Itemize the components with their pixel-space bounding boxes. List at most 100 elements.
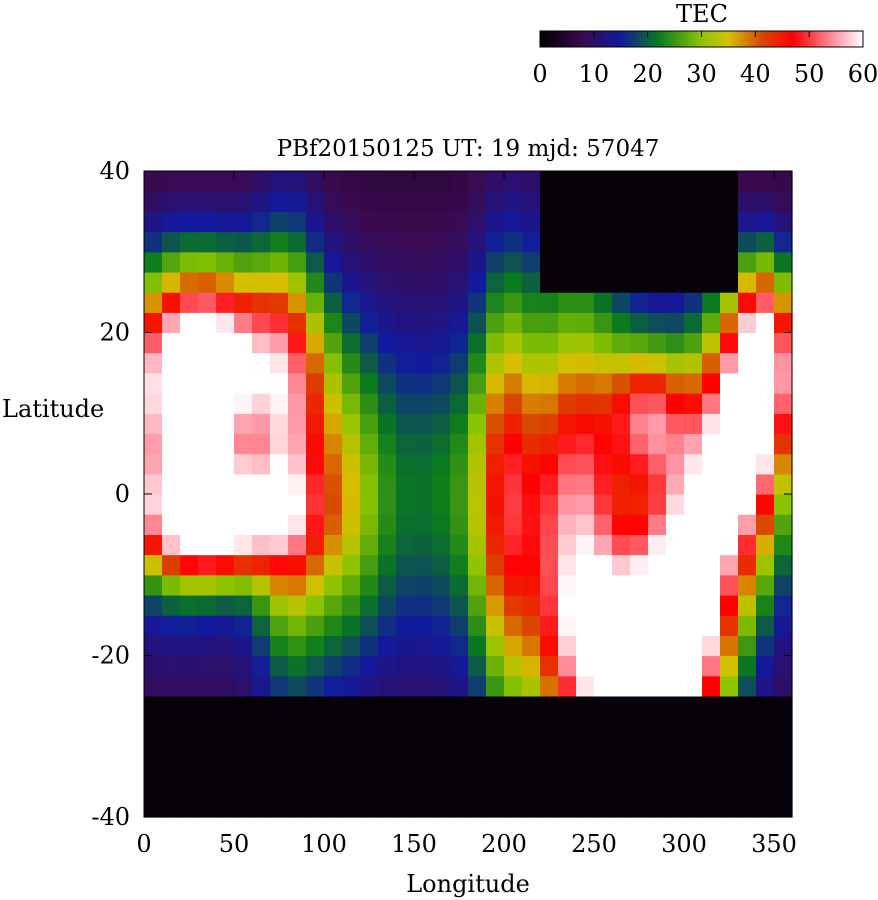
heatmap-cell [738,695,757,717]
heatmap-cell [774,372,793,394]
heatmap-cell [486,494,505,515]
heatmap-cell [396,716,415,737]
heatmap-cell [774,171,793,192]
heatmap-cell [504,292,523,313]
heatmap-cell [360,433,379,455]
heatmap-cell [468,736,487,758]
heatmap-cell [450,534,469,556]
heatmap-cell [720,191,739,212]
heatmap-cell [540,554,559,576]
heatmap-cell [594,433,613,455]
heatmap-cell [720,413,739,435]
heatmap-cell [684,251,703,273]
heatmap-cell [414,756,433,778]
heatmap-cell [234,635,253,657]
heatmap-cell [198,756,217,778]
heatmap-cell [666,615,685,636]
heatmap-cell [162,231,181,253]
heatmap-cell [144,635,163,657]
heatmap-cell [738,675,757,697]
heatmap-cell [162,271,181,293]
heatmap-cell [198,271,217,293]
heatmap-cell [414,594,433,616]
heatmap-cell [288,413,307,435]
heatmap-cell [306,695,325,717]
heatmap-cell [540,574,559,596]
heatmap-cell [720,393,739,414]
heatmap-cell [648,675,667,697]
heatmap-cell [756,413,775,435]
heatmap-cell [288,655,307,677]
heatmap-cell [504,191,523,212]
heatmap-cell [162,594,181,616]
heatmap-cell [288,494,307,515]
heatmap-cell [252,211,271,233]
y-axis-label: Latitude [2,395,104,423]
heatmap-cell [630,736,649,758]
heatmap-cell [234,796,253,818]
heatmap-cell [594,473,613,495]
heatmap-cell [396,372,415,394]
heatmap-cell [630,554,649,576]
heatmap-cell [198,574,217,596]
heatmap-cell [270,594,289,616]
heatmap-cell [630,756,649,778]
heatmap-cell [450,756,469,778]
heatmap-cell [630,494,649,515]
heatmap-cell [396,191,415,212]
heatmap-cell [612,473,631,495]
heatmap-cell [162,453,181,475]
heatmap-cell [216,332,235,354]
heatmap-cell [432,635,451,657]
heatmap-cell [486,332,505,354]
y-tick-label: 40 [99,157,130,185]
heatmap-cell [540,473,559,495]
heatmap-cell [720,554,739,576]
heatmap-cell [504,574,523,596]
heatmap-cell [162,393,181,414]
heatmap-cell [396,292,415,313]
heatmap-cell [234,231,253,253]
heatmap-cell [342,393,361,414]
heatmap-cell [342,332,361,354]
heatmap-cell [324,494,343,515]
heatmap-cell [198,594,217,616]
heatmap-cell [378,736,397,758]
heatmap-cell [252,716,271,737]
heatmap-cell [576,231,595,253]
heatmap-cell [738,171,757,192]
heatmap-cell [684,292,703,313]
heatmap-cell [414,271,433,293]
heatmap-cell [378,776,397,798]
heatmap-cell [324,352,343,374]
heatmap-cell [684,655,703,677]
heatmap-cell [396,594,415,616]
heatmap-cell [522,514,541,535]
heatmap-cell [324,675,343,697]
heatmap-cell [684,514,703,535]
heatmap-cell [414,534,433,556]
heatmap-cell [198,393,217,414]
heatmap-cell [702,574,721,596]
heatmap-cell [432,716,451,737]
heatmap-cell [720,453,739,475]
heatmap-cell [450,453,469,475]
heatmap-cell [558,231,577,253]
heatmap-cell [630,615,649,636]
heatmap-cells [144,171,793,818]
heatmap-cell [684,574,703,596]
heatmap-cell [684,413,703,435]
heatmap-cell [180,413,199,435]
heatmap-cell [666,332,685,354]
heatmap-cell [414,171,433,192]
heatmap-cell [540,332,559,354]
heatmap-cell [288,231,307,253]
heatmap-cell [270,695,289,717]
heatmap-cell [324,655,343,677]
heatmap-cell [486,352,505,374]
heatmap-cell [540,514,559,535]
heatmap-cell [144,292,163,313]
heatmap-cell [468,352,487,374]
heatmap-cell [360,756,379,778]
heatmap-cell [396,352,415,374]
